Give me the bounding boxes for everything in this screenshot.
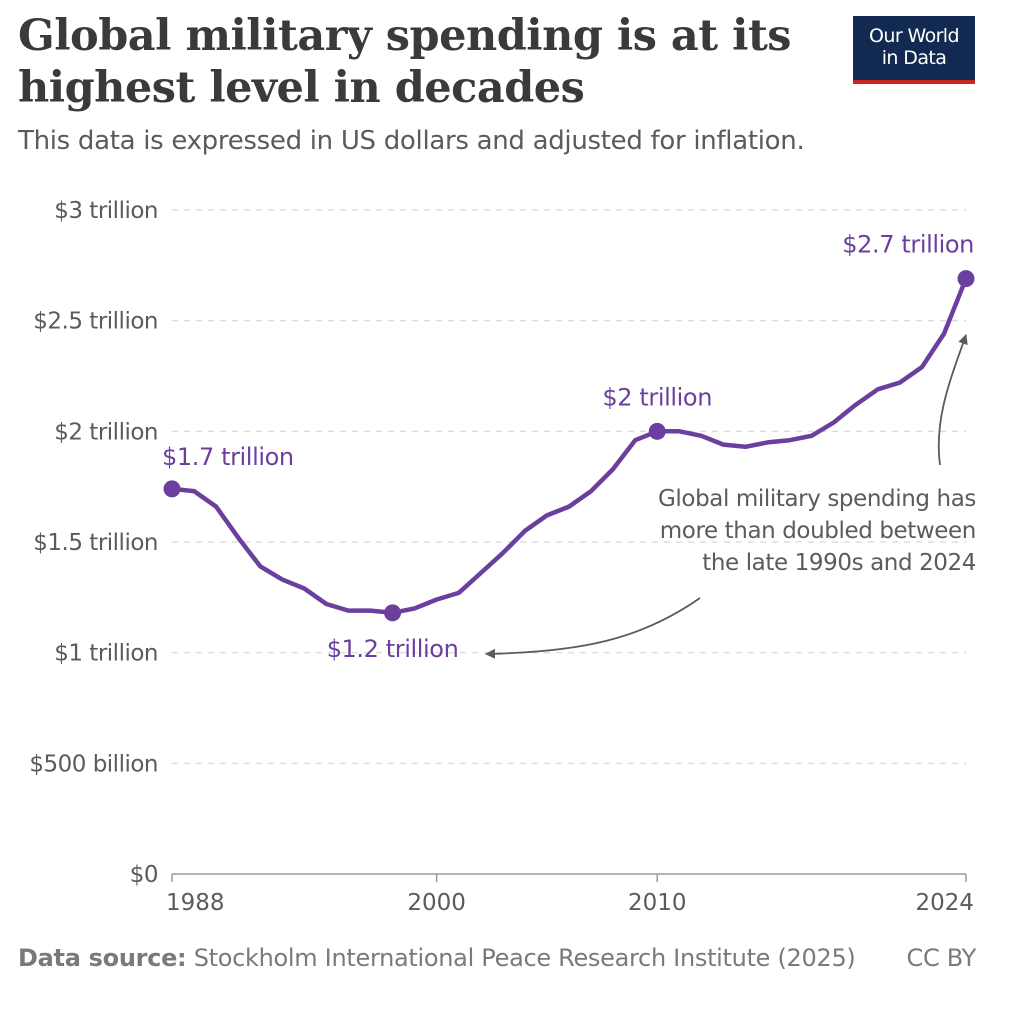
y-tick-label: $3 trillion bbox=[54, 198, 158, 224]
license-link[interactable]: CC BY bbox=[906, 944, 977, 972]
source-label: Data source: bbox=[18, 944, 187, 972]
y-tick-label: $500 billion bbox=[29, 751, 158, 777]
chart-title-line-1: Global military spending is at its bbox=[18, 11, 792, 61]
chart-subtitle: This data is expressed in US dollars and… bbox=[18, 126, 805, 156]
spending-line bbox=[169, 276, 969, 616]
x-tick-label: 2000 bbox=[407, 890, 466, 916]
axes: $0 $500 billion $1 trillion $1.5 trillion $2… bbox=[29, 198, 974, 916]
highlight-point bbox=[648, 422, 666, 440]
point-label: $1.7 trillion bbox=[162, 443, 294, 471]
annotation: Global military spending has more than do… bbox=[485, 334, 976, 659]
arrow-to-1998 bbox=[485, 597, 701, 659]
highlighted-points: $1.7 trillion $1.2 trillion $2 trillion $2.… bbox=[162, 231, 975, 663]
x-tick-label: 2010 bbox=[628, 890, 687, 916]
point-label: $1.2 trillion bbox=[327, 635, 459, 663]
y-tick-label: $0 bbox=[130, 862, 158, 888]
series-layer bbox=[169, 276, 969, 616]
chart-title-line-2: highest level in decades bbox=[18, 63, 585, 113]
chart-title: Global military spending is at its highe… bbox=[18, 10, 818, 114]
logo-line-1: Our World bbox=[869, 25, 960, 47]
highlight-point bbox=[384, 604, 402, 622]
annotation-text: Global military spending has bbox=[658, 486, 976, 512]
footer: Data source: Stockholm International Pea… bbox=[18, 944, 976, 972]
y-tick-label: $1.5 trillion bbox=[33, 530, 158, 556]
point-label: $2 trillion bbox=[602, 383, 712, 411]
point-label: $2.7 trillion bbox=[842, 231, 974, 259]
y-tick-label: $1 trillion bbox=[54, 641, 158, 667]
gridlines bbox=[172, 209, 966, 765]
source-text[interactable]: Stockholm International Peace Research I… bbox=[193, 944, 856, 972]
owid-logo[interactable]: Our World in Data bbox=[853, 16, 975, 84]
y-tick-label: $2 trillion bbox=[54, 419, 158, 445]
highlight-point bbox=[163, 480, 181, 498]
arrow-to-2024 bbox=[937, 334, 968, 466]
x-tick-label: 1988 bbox=[166, 890, 225, 916]
y-tick-label: $2.5 trillion bbox=[33, 309, 158, 335]
highlight-point bbox=[957, 270, 975, 288]
annotation-text: the late 1990s and 2024 bbox=[702, 550, 976, 576]
logo-line-2: in Data bbox=[881, 47, 947, 69]
annotation-text: more than doubled between bbox=[660, 518, 976, 544]
x-tick-label: 2024 bbox=[915, 890, 974, 916]
